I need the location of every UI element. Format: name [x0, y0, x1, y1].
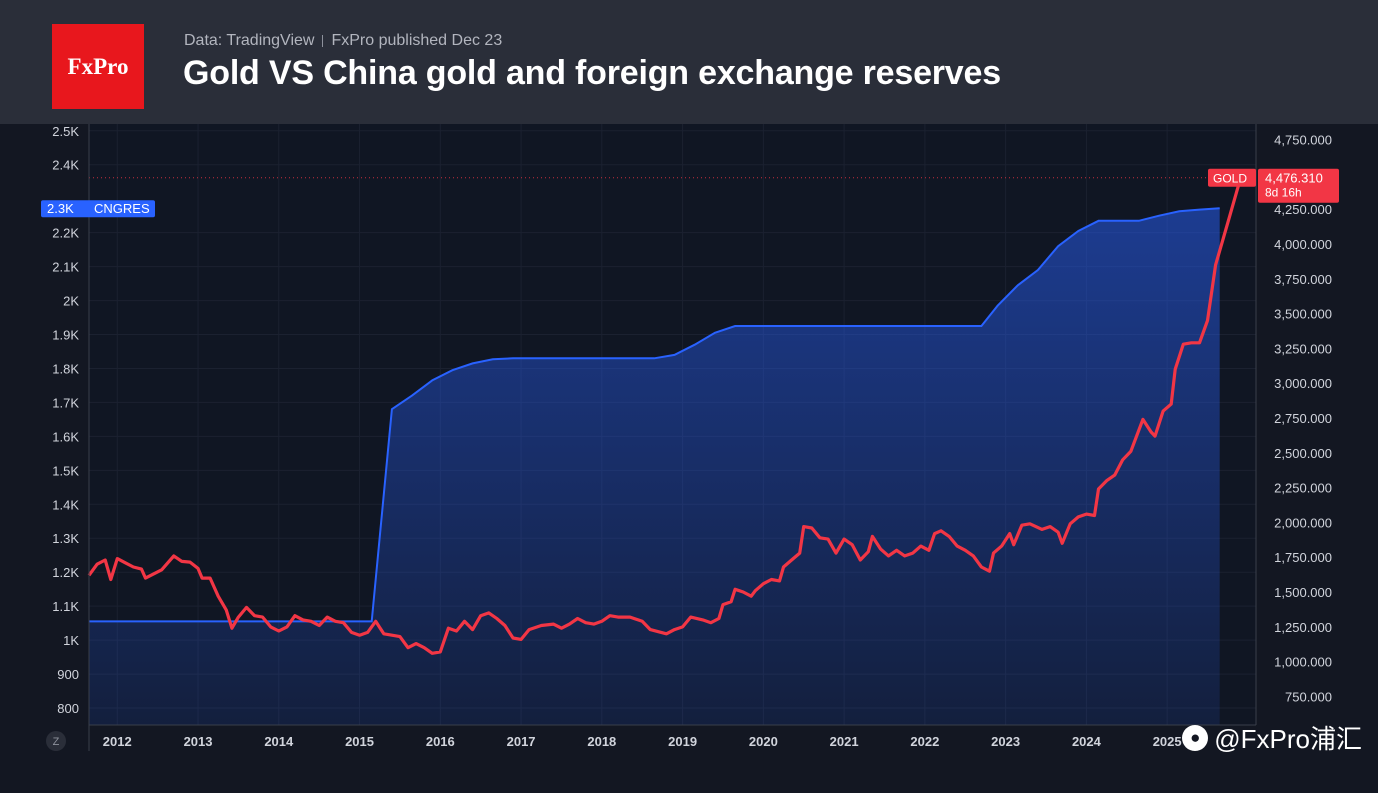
left-tick-label: 2.1K — [52, 260, 79, 275]
left-tick-label: 1.6K — [52, 429, 79, 444]
x-tick-label: 2015 — [345, 734, 374, 749]
x-tick-label: 2024 — [1072, 734, 1102, 749]
cngres-area — [89, 208, 1220, 725]
x-tick-label: 2019 — [668, 734, 697, 749]
cngres-series-label: CNGRES — [94, 201, 150, 216]
x-tick-label: 2012 — [103, 734, 132, 749]
left-tick-label: 800 — [57, 701, 79, 716]
left-tick-label: 2.5K — [52, 124, 79, 139]
chart-header: FxPro Data: TradingView FxPro published … — [0, 0, 1378, 124]
left-tick-label: 1.2K — [52, 565, 79, 580]
cngres-last-value: 2.3K — [47, 201, 74, 216]
gold-last-value: 4,476.310 — [1265, 171, 1323, 186]
x-tick-label: 2013 — [184, 734, 213, 749]
left-tick-label: 1.7K — [52, 395, 79, 410]
x-tick-label: 2022 — [910, 734, 939, 749]
left-tick-label: 1K — [63, 633, 79, 648]
right-tick-label: 3,000.000 — [1274, 376, 1332, 391]
cngres-line — [89, 207, 1220, 623]
cngres-badge — [41, 200, 155, 218]
subtitle-separator — [322, 35, 324, 47]
gold-countdown: 8d 16h — [1265, 186, 1302, 200]
left-tick-label: 1.8K — [52, 361, 79, 376]
gold-value-badge — [1258, 168, 1339, 203]
left-tick-label: 2.4K — [52, 158, 79, 173]
x-tick-label: 2023 — [991, 734, 1020, 749]
right-tick-label: 1,750.000 — [1274, 550, 1332, 565]
x-tick-label: 2020 — [749, 734, 778, 749]
right-tick-label: 750.000 — [1285, 689, 1332, 704]
right-tick-label: 3,250.000 — [1274, 341, 1332, 356]
right-tick-label: 3,500.000 — [1274, 307, 1332, 322]
chart-title: Gold VS China gold and foreign exchange … — [183, 54, 1001, 92]
x-tick-label: 2018 — [587, 734, 616, 749]
right-tick-label: 1,000.000 — [1274, 655, 1332, 670]
left-tick-label: 2K — [63, 294, 79, 309]
left-tick-label: 1.4K — [52, 497, 79, 512]
left-tick-label: 2.2K — [52, 226, 79, 241]
x-tick-label: 2016 — [426, 734, 455, 749]
gold-line — [87, 177, 1243, 655]
left-tick-label: 1.5K — [52, 463, 79, 478]
fxpro-logo: FxPro — [52, 24, 144, 109]
right-tick-label: 4,250.000 — [1274, 202, 1332, 217]
right-tick-label: 3,750.000 — [1274, 272, 1332, 287]
zoom-icon — [46, 731, 66, 751]
right-tick-label: 2,250.000 — [1274, 481, 1332, 496]
x-tick-label: 2017 — [507, 734, 536, 749]
left-tick-label: 1.1K — [52, 599, 79, 614]
weibo-icon: ● — [1182, 724, 1209, 751]
right-tick-label: 2,750.000 — [1274, 411, 1332, 426]
x-tick-label: 2025 — [1153, 734, 1182, 749]
x-tick-label: 2014 — [264, 734, 294, 749]
chart-svg[interactable]: 800 900 1K 1.1K 1.2K 1.3K 1.4K 1.5K 1.6K 1.7K 1.8K… — [0, 124, 1378, 788]
left-tick-label: 900 — [57, 667, 79, 682]
chart-subtitle: Data: TradingView FxPro published Dec 23 — [184, 32, 502, 50]
left-tick-label: 1.9K — [52, 328, 79, 343]
right-tick-label: 1,500.000 — [1274, 585, 1332, 600]
published-info: FxPro published Dec 23 — [331, 32, 503, 49]
gold-series-label: GOLD — [1213, 172, 1247, 186]
right-tick-label: 4,750.000 — [1274, 133, 1332, 148]
gold-name-badge — [1208, 168, 1256, 187]
right-tick-label: 1,250.000 — [1274, 620, 1332, 635]
watermark: ● @FxPro浦汇 — [1182, 719, 1362, 756]
zoom-icon-glyph: Z — [53, 736, 60, 748]
right-tick-label: 4,000.000 — [1274, 237, 1332, 252]
right-tick-label: 2,000.000 — [1274, 515, 1332, 530]
x-tick-label: 2021 — [830, 734, 859, 749]
data-source: Data: TradingView — [184, 32, 315, 49]
chart-area: 800 900 1K 1.1K 1.2K 1.3K 1.4K 1.5K 1.6K 1.7K 1.8K… — [0, 124, 1378, 788]
left-tick-label: 1.3K — [52, 531, 79, 546]
right-tick-label: 2,500.000 — [1274, 446, 1332, 461]
watermark-text: @FxPro浦汇 — [1214, 724, 1362, 754]
